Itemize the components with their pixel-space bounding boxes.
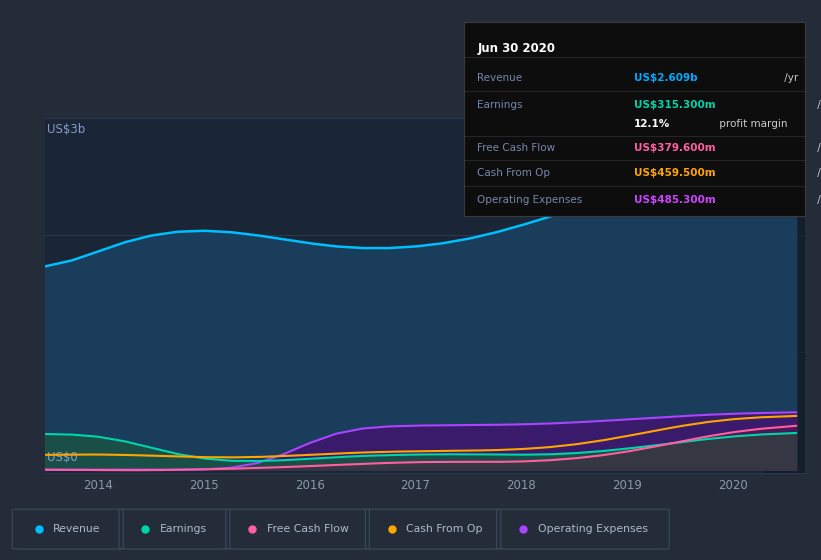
Text: US$315.300m: US$315.300m [635,100,716,110]
Text: Revenue: Revenue [53,524,101,534]
Text: US$485.300m: US$485.300m [635,195,716,205]
Text: Free Cash Flow: Free Cash Flow [267,524,349,534]
Text: /yr: /yr [814,143,821,153]
Text: profit margin: profit margin [716,119,787,129]
Text: US$459.500m: US$459.500m [635,168,716,178]
Text: US$379.600m: US$379.600m [635,143,716,153]
Text: 12.1%: 12.1% [635,119,671,129]
Text: Free Cash Flow: Free Cash Flow [478,143,556,153]
Text: Jun 30 2020: Jun 30 2020 [478,42,556,55]
Text: /yr: /yr [814,100,821,110]
Text: /yr: /yr [782,73,799,83]
Text: /yr: /yr [814,168,821,178]
Text: Cash From Op: Cash From Op [478,168,551,178]
Text: /yr: /yr [814,195,821,205]
Text: US$0: US$0 [48,451,78,464]
Text: Earnings: Earnings [478,100,523,110]
Bar [764,118,807,473]
Text: Operating Expenses: Operating Expenses [478,195,583,205]
Text: Operating Expenses: Operating Expenses [538,524,648,534]
Text: Cash From Op: Cash From Op [406,524,483,534]
Text: US$3b: US$3b [48,123,85,136]
Text: Earnings: Earnings [160,524,207,534]
Text: US$2.609b: US$2.609b [635,73,698,83]
Text: Revenue: Revenue [478,73,523,83]
